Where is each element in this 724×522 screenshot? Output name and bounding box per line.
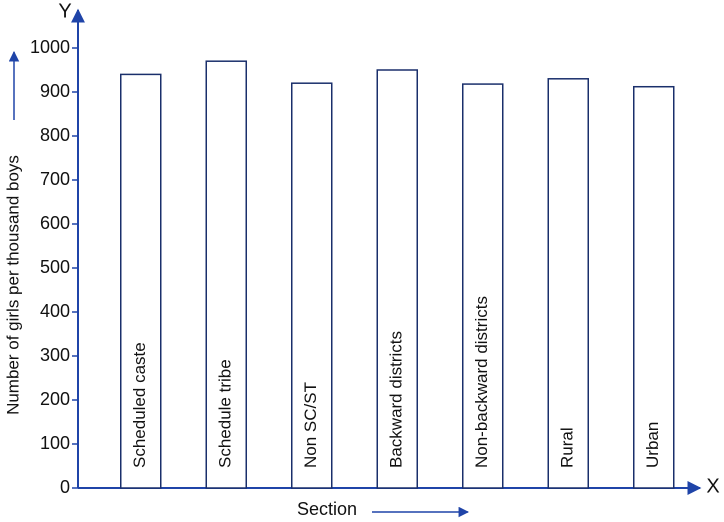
y-tick-label: 500: [40, 257, 70, 277]
y-tick-label: 1000: [30, 37, 70, 57]
y-tick-label: 800: [40, 125, 70, 145]
x-axis-label: Section: [297, 499, 357, 519]
y-tick-label: 100: [40, 433, 70, 453]
bar: [205, 60, 247, 489]
bar: [291, 82, 333, 489]
category-label: Urban: [643, 422, 662, 468]
y-tick-label: 600: [40, 213, 70, 233]
bar: [633, 85, 675, 489]
y-tick-label: 300: [40, 345, 70, 365]
bar: [120, 73, 162, 489]
category-label: Rural: [558, 427, 577, 468]
bar: [462, 83, 504, 489]
category-label: Non SC/ST: [301, 382, 320, 468]
category-label: Schedule tribe: [216, 359, 235, 468]
category-label: Non-backward districts: [472, 296, 491, 468]
category-label: Backward districts: [387, 331, 406, 468]
category-label: Scheduled caste: [130, 342, 149, 468]
y-tick-label: 0: [60, 477, 70, 497]
y-tick-label: 900: [40, 81, 70, 101]
y-tick-label: 700: [40, 169, 70, 189]
bar: [376, 69, 418, 489]
y-tick-label: 200: [40, 389, 70, 409]
bar: [547, 78, 589, 489]
y-tick-label: 400: [40, 301, 70, 321]
y-axis-label: Number of girls per thousand boys: [3, 155, 22, 415]
x-axis-letter: X: [706, 475, 719, 497]
y-axis-letter: Y: [58, 0, 71, 22]
